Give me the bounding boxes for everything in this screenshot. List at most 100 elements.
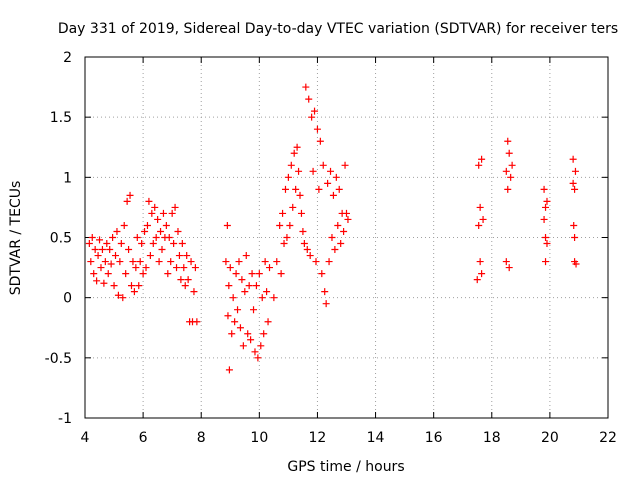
data-point bbox=[112, 252, 120, 260]
data-point bbox=[223, 221, 231, 229]
data-point bbox=[505, 264, 513, 272]
data-point bbox=[476, 203, 484, 211]
data-point bbox=[324, 179, 332, 187]
y-axis-label: SDTVAR / TECUs bbox=[8, 181, 24, 296]
data-point bbox=[261, 258, 269, 266]
data-point bbox=[504, 137, 512, 145]
data-point bbox=[283, 234, 291, 241]
data-point bbox=[178, 240, 186, 248]
data-point bbox=[341, 161, 349, 169]
data-point bbox=[502, 258, 510, 266]
data-point bbox=[260, 330, 268, 338]
data-point bbox=[295, 167, 303, 175]
tick-labels: 4 6 8 10 12 14 16 18 20 22 -1 -0.5 0 0.5 1 1.5 2 bbox=[45, 50, 617, 446]
data-point bbox=[571, 185, 579, 193]
x-tick-label: 14 bbox=[367, 430, 385, 446]
data-point bbox=[318, 270, 326, 278]
data-point bbox=[300, 240, 308, 248]
data-point bbox=[159, 209, 167, 217]
data-point bbox=[90, 270, 98, 278]
data-point bbox=[331, 246, 339, 254]
y-tick-label: -1 bbox=[58, 411, 72, 427]
data-point bbox=[193, 318, 201, 326]
data-point bbox=[229, 294, 237, 302]
y-tick-label: 1 bbox=[63, 170, 72, 186]
data-point bbox=[303, 246, 311, 254]
data-point bbox=[277, 270, 285, 278]
data-point bbox=[257, 342, 265, 350]
data-point bbox=[258, 294, 266, 302]
data-point bbox=[113, 227, 121, 235]
data-point bbox=[231, 318, 239, 326]
data-point bbox=[228, 330, 236, 338]
data-point bbox=[234, 306, 242, 314]
data-point bbox=[508, 161, 516, 169]
data-point bbox=[569, 155, 577, 163]
data-point bbox=[478, 270, 486, 278]
x-tick-label: 16 bbox=[425, 430, 443, 446]
data-point bbox=[119, 294, 127, 302]
data-point bbox=[157, 227, 165, 235]
data-point bbox=[280, 240, 288, 248]
data-point bbox=[110, 282, 118, 290]
data-point bbox=[543, 240, 551, 248]
data-point bbox=[103, 240, 111, 248]
data-point bbox=[502, 167, 510, 175]
data-point bbox=[106, 246, 114, 254]
data-point bbox=[98, 246, 106, 254]
data-point bbox=[316, 137, 324, 145]
data-point bbox=[149, 240, 157, 248]
x-tick-label: 12 bbox=[309, 430, 327, 446]
data-point bbox=[308, 113, 316, 121]
data-point bbox=[222, 258, 230, 266]
data-point bbox=[293, 143, 301, 151]
data-point bbox=[88, 234, 96, 241]
data-point bbox=[343, 209, 350, 217]
data-point bbox=[476, 258, 484, 266]
data-point bbox=[164, 270, 172, 278]
data-points bbox=[85, 83, 580, 374]
data-point bbox=[148, 209, 156, 217]
data-point bbox=[101, 258, 109, 266]
data-point bbox=[322, 300, 330, 308]
chart-title: Day 331 of 2019, Sidereal Day-to-day VTE… bbox=[58, 21, 618, 37]
data-point bbox=[344, 215, 352, 223]
data-point bbox=[236, 324, 244, 332]
data-point bbox=[135, 282, 143, 290]
data-point bbox=[165, 234, 173, 241]
data-point bbox=[154, 215, 162, 223]
data-point bbox=[139, 270, 147, 278]
data-point bbox=[255, 270, 263, 278]
data-point bbox=[335, 185, 343, 193]
data-point bbox=[104, 270, 112, 278]
data-point bbox=[284, 173, 292, 181]
data-point bbox=[299, 227, 307, 235]
data-point bbox=[279, 209, 287, 217]
data-point bbox=[146, 252, 154, 260]
data-point bbox=[250, 306, 258, 314]
data-point bbox=[117, 240, 125, 248]
data-point bbox=[325, 258, 333, 266]
data-point bbox=[93, 277, 101, 285]
data-point bbox=[540, 215, 548, 223]
data-point bbox=[313, 125, 321, 133]
data-point bbox=[475, 161, 483, 169]
data-point bbox=[302, 83, 310, 91]
data-point bbox=[248, 270, 256, 278]
data-point bbox=[327, 167, 335, 175]
data-point bbox=[247, 336, 255, 344]
data-point bbox=[266, 264, 274, 272]
data-point bbox=[224, 312, 232, 320]
data-point bbox=[542, 203, 550, 211]
data-point bbox=[132, 264, 140, 272]
data-point bbox=[572, 260, 580, 268]
data-point bbox=[340, 227, 348, 235]
data-point bbox=[238, 276, 246, 284]
data-point bbox=[505, 149, 513, 157]
data-point bbox=[507, 173, 515, 181]
x-tick-label: 20 bbox=[541, 430, 559, 446]
data-point bbox=[543, 197, 551, 205]
data-point bbox=[289, 203, 297, 211]
data-point bbox=[167, 258, 175, 266]
